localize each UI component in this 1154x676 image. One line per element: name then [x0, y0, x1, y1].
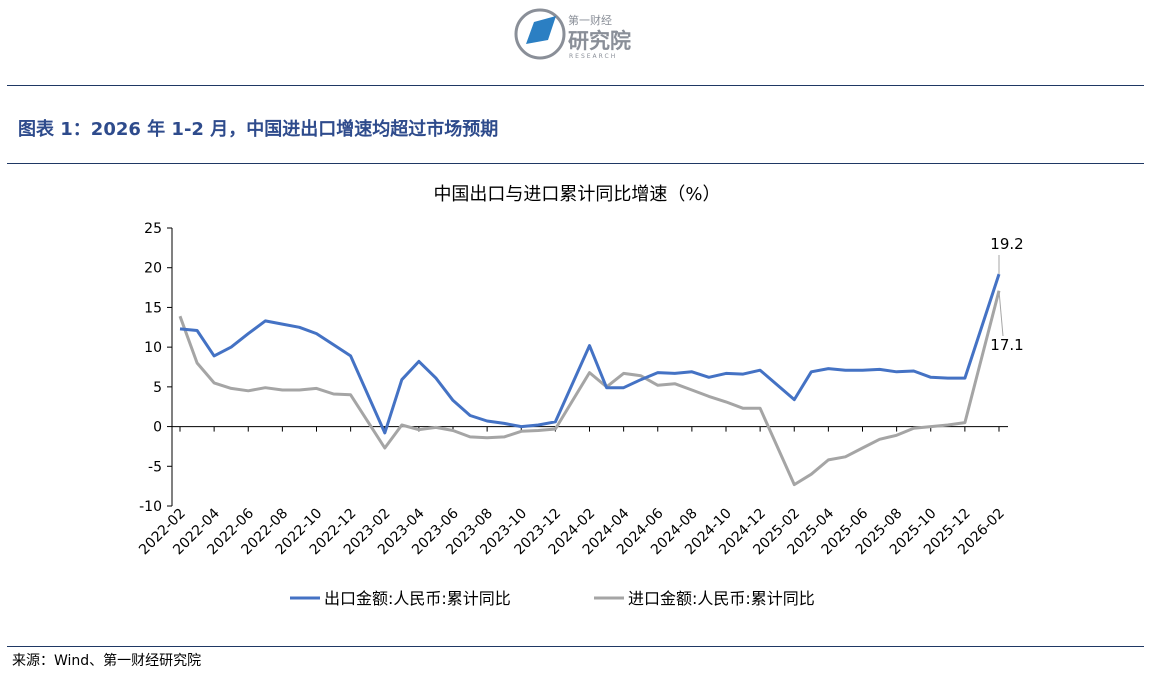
footer-divider	[7, 646, 1144, 647]
legend-label: 进口金额:人民币:累计同比	[628, 589, 815, 608]
series-line-import	[178, 290, 1001, 487]
y-tick-label: 0	[153, 420, 162, 436]
y-tick-label: 5	[153, 380, 162, 396]
source-note: 来源：Wind、第一财经研究院	[12, 653, 202, 669]
annotation-import-value: 17.1	[990, 336, 1023, 354]
y-tick-label: 15	[144, 300, 162, 316]
annotation-export-value: 19.2	[990, 235, 1023, 253]
logo-ring	[514, 8, 566, 60]
series-line-export	[179, 273, 1001, 435]
logo-book-shape	[526, 16, 556, 44]
legend-label: 出口金额:人民币:累计同比	[324, 589, 511, 608]
logo-sub-text: RESEARCH	[569, 53, 617, 60]
chart-title: 中国出口与进口累计同比增速（%）	[433, 184, 721, 205]
title-divider	[7, 163, 1144, 164]
y-tick-label: 25	[144, 221, 162, 237]
top-divider	[7, 85, 1144, 86]
research-institute-logo: 第一财经 研究院 RESEARCH	[514, 8, 631, 60]
y-tick-label: 20	[144, 261, 162, 277]
logo-top-text: 第一财经	[568, 13, 612, 27]
y-tick-label: -5	[148, 459, 162, 475]
annotation-leader	[998, 290, 1004, 337]
y-tick-label: -10	[139, 499, 162, 515]
y-tick-label: 10	[144, 340, 162, 356]
logo-main-text: 研究院	[568, 29, 631, 53]
figure-title: 图表 1：2026 年 1-2 月，中国进出口增速均超过市场预期	[18, 119, 499, 140]
